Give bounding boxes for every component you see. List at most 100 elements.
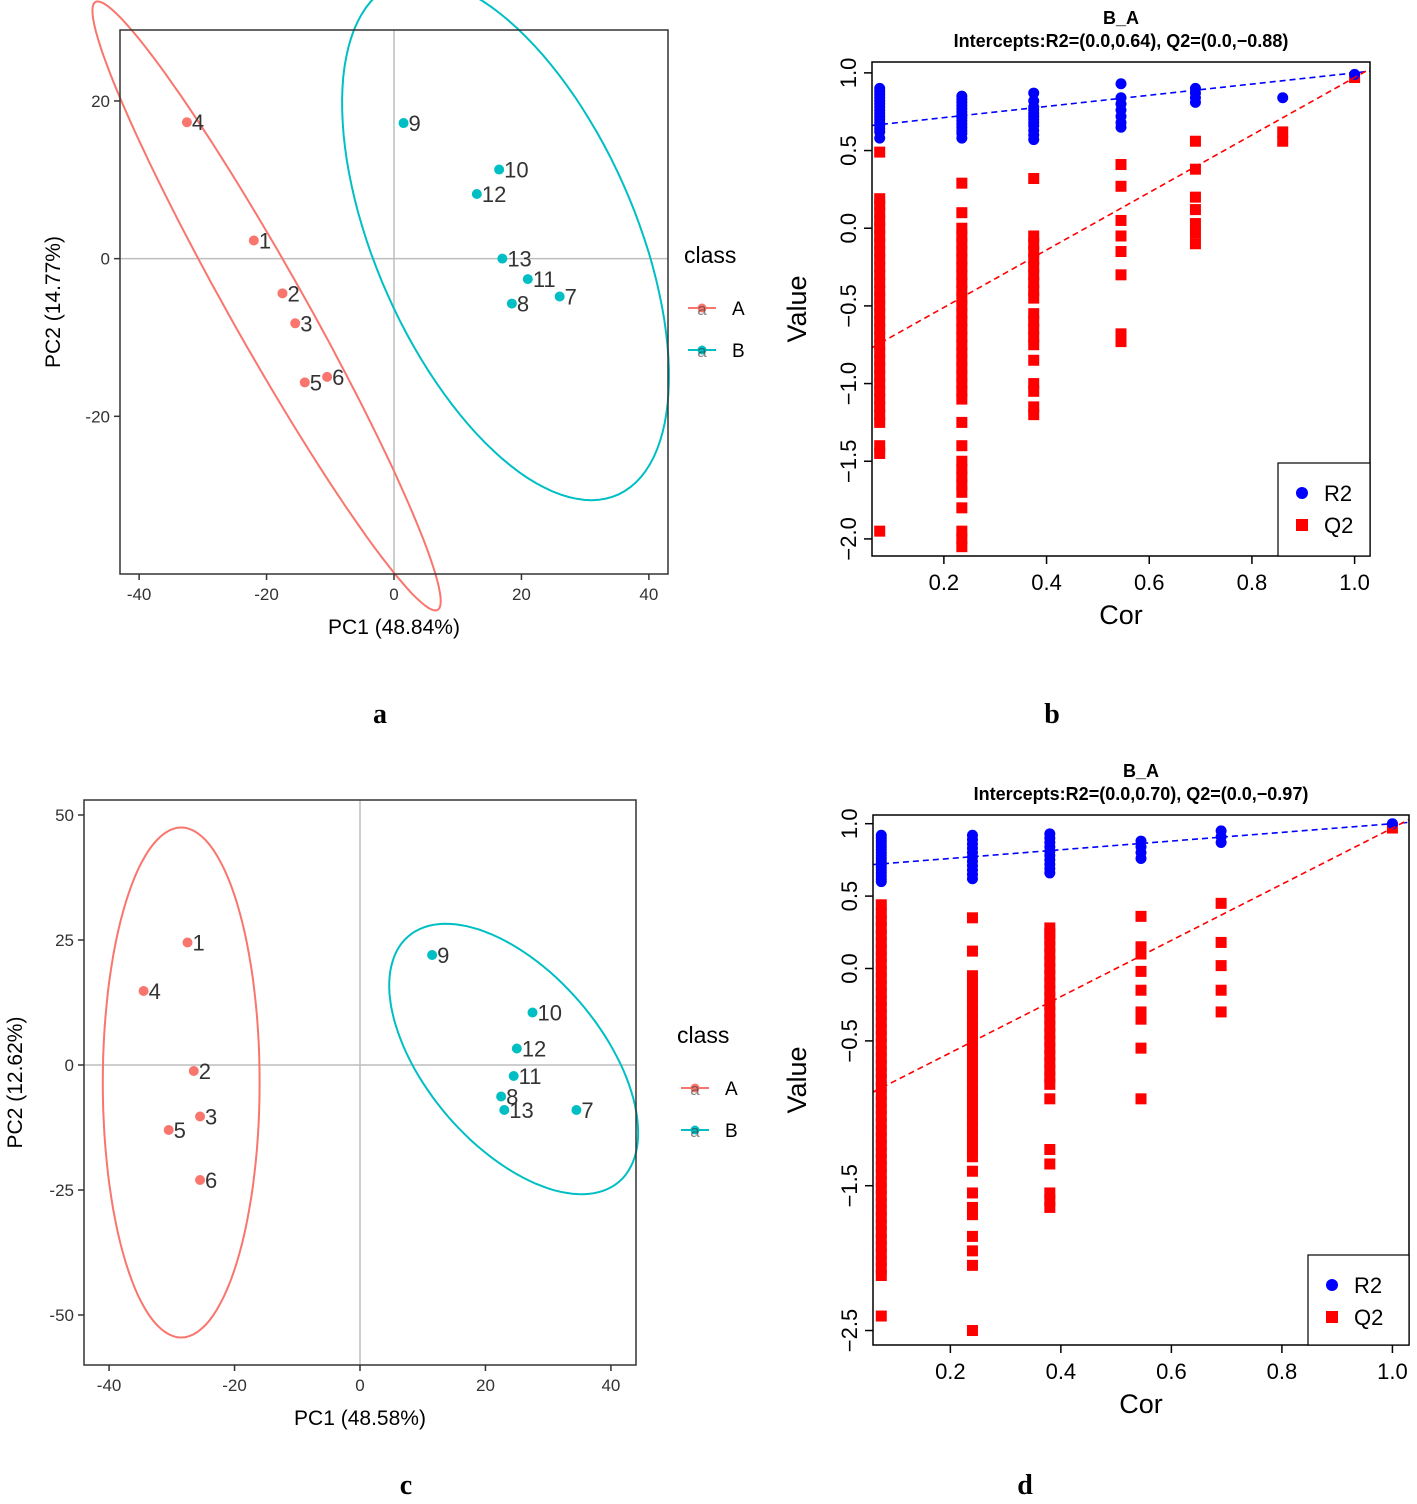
point-Q2 [966,1093,978,1105]
point-Q2 [1277,126,1289,138]
legend-key-glyph: a [697,300,707,319]
point-R2 [875,876,887,888]
point-Q2 [874,440,886,452]
legend-label-A: A [725,1079,738,1100]
point-Q2 [966,1020,978,1032]
y-tick-label: −0.5 [837,1019,862,1062]
point-Q2 [1044,948,1056,960]
legend-key-Q2 [1296,519,1308,531]
point-Q2 [874,261,886,273]
point-Q2 [875,936,887,948]
point-Q2 [1135,1042,1147,1054]
point-Q2 [875,907,887,919]
point-Q2 [874,393,886,405]
point-Q2 [966,1201,978,1213]
regression-line-Q2 [872,68,1370,349]
point-label-6: 6 [205,1168,217,1193]
point-Q2 [1115,159,1127,171]
point-Q2 [1135,941,1147,953]
point-Q2 [956,277,968,289]
legend-box [1307,1254,1410,1346]
point-A-2 [277,288,288,299]
point-label-2: 2 [287,281,299,306]
point-Q2 [1028,315,1040,327]
point-Q2 [875,1161,887,1173]
panel-b: B_A Intercepts:R2=(0.0,0.64), Q2=(0.0,−0.… [782,8,1371,730]
point-Q2 [966,1100,978,1112]
point-B-12 [511,1043,522,1054]
point-label-3: 3 [205,1105,217,1130]
point-Q2 [875,1067,887,1079]
point-Q2 [875,1262,887,1274]
point-Q2 [875,929,887,941]
point-Q2 [875,1212,887,1224]
point-Q2 [956,463,968,475]
y-tick-label: 0.5 [837,881,862,912]
point-B-7 [571,1105,582,1115]
point-Q2 [874,292,886,304]
point-Q2 [966,1013,978,1025]
point-Q2 [874,331,886,343]
point-Q2 [966,945,978,957]
point-R2 [956,132,968,144]
legend-key-dot-B [690,1125,700,1135]
point-Q2 [1189,204,1201,216]
point-Q2 [1044,934,1056,946]
panel-caption: d [1017,1470,1033,1501]
point-Q2 [875,965,887,977]
point-Q2 [875,1233,887,1245]
point-Q2 [956,207,968,219]
point-A-1 [182,937,193,948]
point-Q2 [1044,1020,1056,1032]
point-B-11 [508,1071,519,1081]
point-Q2 [966,1129,978,1141]
point-Q2 [875,1074,887,1086]
point-Q2 [966,977,978,989]
point-Q2 [1215,1006,1227,1018]
point-Q2 [956,253,968,265]
point-Q2 [875,1154,887,1166]
point-Q2 [1277,135,1289,147]
point-Q2 [875,1146,887,1158]
point-B-13 [497,253,508,264]
point-Q2 [875,1023,887,1035]
point-Q2 [966,1086,978,1098]
point-Q2 [874,253,886,265]
point-Q2 [875,1255,887,1267]
y-tick-label: 1.0 [837,808,862,839]
point-Q2 [875,1132,887,1144]
point-Q2 [956,455,968,467]
point-Q2 [956,238,968,250]
y-tick-label: -25 [49,1181,74,1200]
point-Q2 [1044,1035,1056,1047]
point-Q2 [966,1049,978,1061]
point-Q2 [1028,339,1040,351]
point-Q2 [956,300,968,312]
point-Q2 [956,261,968,273]
point-Q2 [1028,409,1040,421]
point-Q2 [875,1226,887,1238]
point-Q2 [1189,135,1201,147]
point-Q2 [956,246,968,258]
legend-label-B: B [725,1121,738,1142]
y-tick-label: −0.5 [836,284,861,327]
point-label-4: 4 [149,979,161,1004]
legend-key-dot-A [690,1083,700,1093]
x-tick-label: -20 [254,585,279,604]
point-Q2 [874,222,886,234]
point-B-10 [494,164,505,175]
point-R2 [1277,92,1289,104]
point-Q2 [874,214,886,226]
point-Q2 [874,354,886,366]
point-Q2 [1135,1013,1147,1025]
point-label-12: 12 [522,1037,546,1062]
point-Q2 [966,984,978,996]
y-tick-label: 0.0 [837,953,862,984]
point-Q2 [875,1241,887,1253]
point-R2 [1215,837,1227,849]
point-Q2 [1044,1049,1056,1061]
point-A-4 [181,117,192,128]
point-label-8: 8 [506,1085,518,1110]
point-R2 [1189,96,1201,108]
